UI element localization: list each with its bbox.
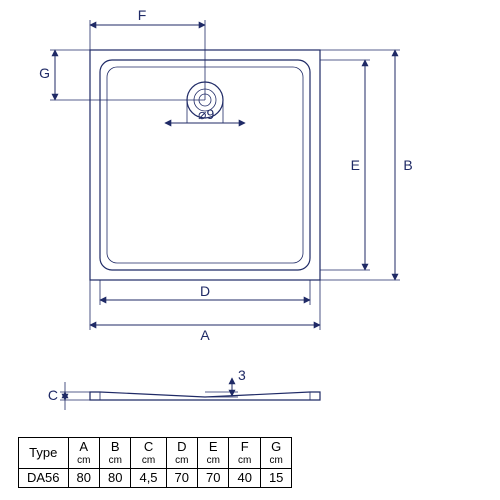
table-header-row: Type Acm Bcm Ccm Dcm Ecm Fcm Gcm xyxy=(19,438,292,468)
cell-b: 80 xyxy=(100,468,131,487)
cell-a: 80 xyxy=(68,468,99,487)
dim-c-label: C xyxy=(48,387,58,403)
col-a: Acm xyxy=(68,438,99,468)
col-type: Type xyxy=(19,438,69,468)
cell-d: 70 xyxy=(166,468,197,487)
col-c: Ccm xyxy=(131,438,166,468)
dim-e-label: E xyxy=(351,157,360,173)
dimensions-table: Type Acm Bcm Ccm Dcm Ecm Fcm Gcm DA56 80… xyxy=(18,437,292,488)
side-view: 3 C xyxy=(48,367,320,410)
col-d: Dcm xyxy=(166,438,197,468)
dim-b-label: B xyxy=(403,157,412,173)
col-e: Ecm xyxy=(198,438,229,468)
table-row: DA56 80 80 4,5 70 70 40 15 xyxy=(19,468,292,487)
cell-e: 70 xyxy=(198,468,229,487)
technical-drawing: ⌀9 F G D A E B 3 C xyxy=(0,0,500,500)
thickness-label: 3 xyxy=(238,367,246,383)
cell-f: 40 xyxy=(229,468,260,487)
cell-g: 15 xyxy=(260,468,291,487)
diameter-label: ⌀9 xyxy=(198,106,214,122)
cell-c: 4,5 xyxy=(131,468,166,487)
col-g: Gcm xyxy=(260,438,291,468)
col-f: Fcm xyxy=(229,438,260,468)
dim-a-label: A xyxy=(200,327,210,343)
dim-g-label: G xyxy=(39,65,50,81)
col-b: Bcm xyxy=(100,438,131,468)
dim-d-label: D xyxy=(200,283,210,299)
dim-f-label: F xyxy=(138,7,147,23)
cell-type: DA56 xyxy=(19,468,69,487)
